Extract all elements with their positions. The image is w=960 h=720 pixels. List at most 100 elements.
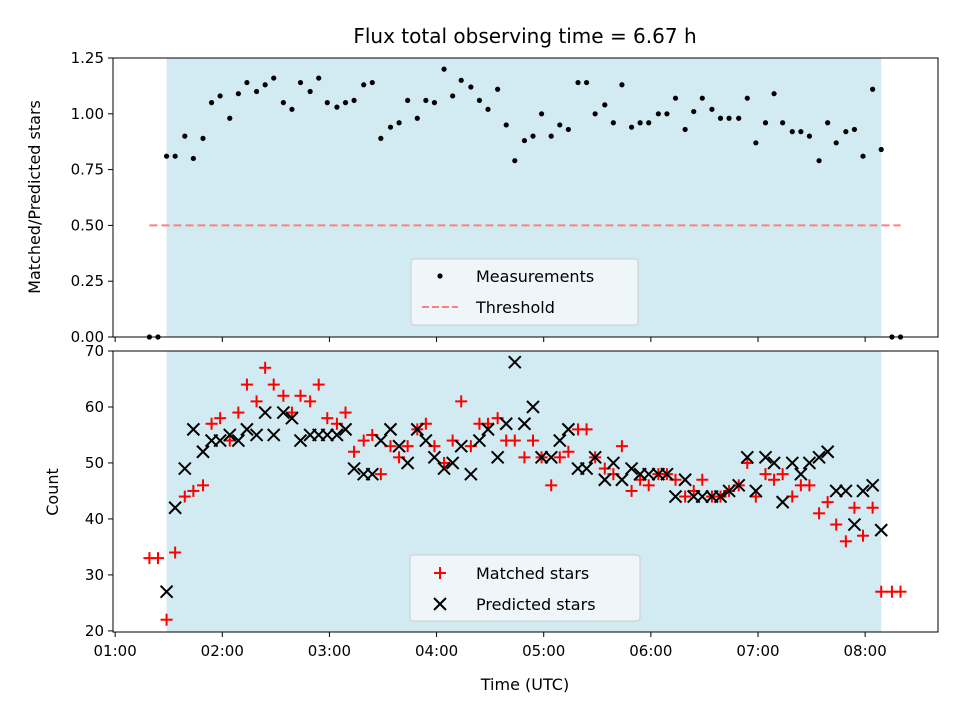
- measurement-point: [262, 82, 268, 88]
- predicted-star-point: [758, 450, 773, 465]
- measurement-point: [441, 66, 447, 72]
- predicted-star-point: [856, 484, 870, 498]
- measurement-points: [146, 66, 904, 340]
- x-tick-label: 08:00: [844, 642, 887, 660]
- predicted-star-point: [213, 433, 227, 448]
- predicted-star-point: [419, 433, 433, 448]
- matched-star-point: [250, 395, 263, 408]
- measurement-point: [655, 111, 661, 117]
- predicted-star-point: [839, 484, 853, 498]
- measurement-point: [664, 111, 670, 117]
- measurement-point: [307, 88, 313, 95]
- x-axis-label: Time (UTC): [480, 675, 569, 694]
- measurement-point: [610, 120, 616, 126]
- predicted-star-point: [437, 461, 451, 476]
- matched-star-point: [232, 406, 245, 419]
- measurement-point: [699, 95, 705, 101]
- measurement-point: [682, 126, 688, 133]
- matched-star-point: [401, 440, 414, 453]
- measurement-point: [798, 129, 804, 135]
- matched-star-point: [294, 389, 307, 402]
- y-tick-label: 30: [85, 566, 104, 584]
- measurement-point: [190, 155, 196, 162]
- measurement-point: [244, 79, 250, 86]
- measurement-point: [771, 91, 777, 97]
- predicted-star-point: [534, 450, 549, 465]
- x-tick-label: 03:00: [308, 642, 351, 660]
- matched-star-point: [304, 395, 317, 408]
- predicted-star-point: [812, 450, 826, 465]
- x-tick-label: 04:00: [415, 642, 458, 660]
- predicted-star-point: [276, 405, 291, 420]
- x-tick-label: 05:00: [522, 642, 565, 660]
- y-tick-label: 20: [85, 622, 104, 640]
- predicted-star-point: [365, 467, 379, 481]
- measurement-point: [619, 82, 625, 88]
- measurement-point: [637, 120, 643, 126]
- measurement-point: [369, 79, 375, 86]
- measurement-point: [592, 111, 598, 117]
- measurement-point: [602, 102, 608, 108]
- matched-legend-label: Matched stars: [476, 564, 589, 583]
- measurement-point: [396, 120, 402, 126]
- predicted-star-point: [481, 422, 495, 437]
- matched-star-point: [875, 585, 888, 598]
- predicted-star-point: [186, 422, 201, 437]
- matched-star-point: [749, 490, 762, 503]
- measurement-point: [208, 100, 215, 106]
- matched-star-point: [214, 412, 227, 425]
- measurement-point: [182, 133, 188, 139]
- predicted-star-point: [668, 489, 683, 504]
- measurement-point: [342, 100, 349, 106]
- matched-star-point: [768, 473, 781, 486]
- predicted-star-point: [820, 445, 835, 459]
- predicted-star-point: [678, 473, 692, 487]
- matched-star-point: [580, 423, 593, 436]
- matched-star-point: [625, 484, 638, 497]
- predicted-star-point: [526, 400, 540, 414]
- matched-star-point: [339, 406, 352, 419]
- measurement-point: [405, 97, 411, 104]
- measurement-point: [297, 79, 304, 86]
- matched-star-point: [482, 417, 494, 430]
- predicted-star-point: [374, 433, 388, 448]
- predicted-star-point: [400, 456, 415, 470]
- measurement-point: [744, 95, 750, 101]
- predicted-star-point: [338, 422, 353, 437]
- measurement-point: [458, 77, 464, 83]
- matched-legend-marker: [434, 567, 446, 579]
- matched-star-point: [285, 406, 298, 419]
- predicted-star-point: [544, 450, 558, 465]
- predicted-star-point: [740, 450, 754, 465]
- matched-star-point: [803, 479, 816, 492]
- x-tick-label: 07:00: [736, 642, 779, 660]
- measurement-point: [628, 124, 635, 130]
- matched-star-point: [169, 546, 182, 559]
- measurements-legend-marker: [437, 273, 443, 279]
- predicted-star-point: [606, 456, 621, 470]
- matched-star-point: [197, 479, 209, 492]
- matched-star-point: [240, 378, 253, 391]
- measurement-point: [816, 158, 822, 164]
- measurement-point: [833, 140, 839, 146]
- matched-star-point: [374, 468, 387, 481]
- predicted-star-point: [785, 456, 799, 470]
- matched-star-point: [267, 378, 280, 391]
- y-tick-label: 40: [85, 510, 104, 528]
- predicted-star-point: [722, 484, 736, 498]
- measurement-point: [485, 106, 491, 112]
- measurement-point: [423, 97, 429, 104]
- matched-star-point: [518, 451, 531, 464]
- predicted-star-point: [865, 478, 880, 493]
- predicted-star-point: [330, 428, 344, 442]
- predicted-star-point: [660, 467, 674, 481]
- predicted-star-point: [293, 433, 308, 448]
- matched-star-point: [679, 490, 692, 503]
- matched-star-point: [776, 468, 789, 481]
- count-points: [143, 355, 907, 626]
- predicted-star-point: [561, 422, 576, 437]
- predicted-star-point: [410, 422, 424, 437]
- threshold-legend-label: Threshold: [475, 298, 555, 317]
- matched-star-point: [830, 518, 843, 531]
